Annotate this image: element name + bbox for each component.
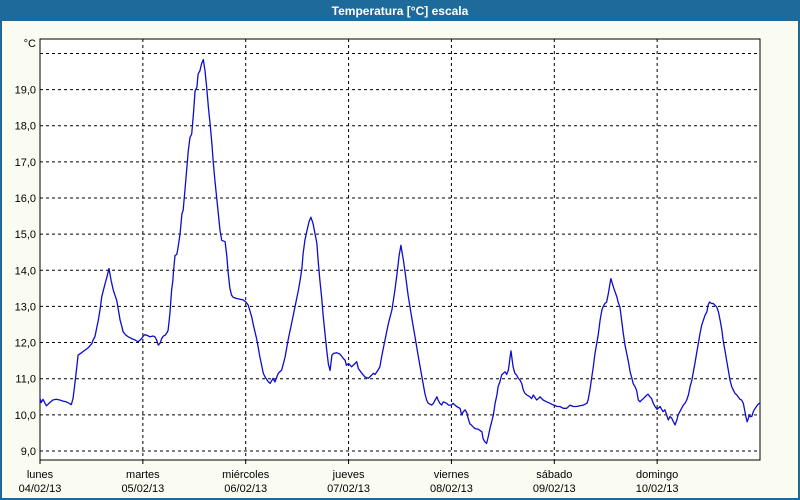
y-axis-label-15: 15,0 [15, 229, 36, 241]
title-bar: Temperatura [°C] escala [0, 0, 800, 21]
y-axis-label-11: 11,0 [15, 374, 36, 386]
x-axis-day-label-domingo: domingo [636, 469, 678, 481]
x-axis-date-label-jueves: 07/02/13 [327, 483, 370, 495]
x-axis-day-label-viernes: viernes [434, 469, 470, 481]
x-axis-day-label-sábado: sábado [536, 469, 572, 481]
x-axis-day-label-lunes: lunes [27, 469, 54, 481]
x-axis-day-label-martes: martes [126, 469, 160, 481]
y-axis-label-9: 9,0 [21, 446, 36, 458]
x-axis-day-label-miércoles: miércoles [222, 469, 270, 481]
x-axis-date-label-lunes: 04/02/13 [19, 483, 62, 495]
x-axis-date-label-domingo: 10/02/13 [636, 483, 679, 495]
temperature-chart: °C 19,0 18,0 17,0 16,0 15,0 14,0 13,0 12,0 11,0 10… [15, 38, 761, 495]
x-axis-date-label-viernes: 08/02/13 [430, 483, 473, 495]
y-axis-label-14: 14,0 [15, 265, 36, 277]
y-axis-label-10: 10,0 [15, 410, 36, 422]
x-axis-date-label-martes: 05/02/13 [121, 483, 164, 495]
unit-label: °C [24, 38, 36, 50]
y-axis-label-13: 13,0 [15, 301, 36, 313]
window-title: Temperatura [°C] escala [331, 3, 469, 18]
y-axis-label-18: 18,0 [15, 121, 36, 133]
chart-content: °C 19,0 18,0 17,0 16,0 15,0 14,0 13,0 12,0 11,0 10… [2, 21, 798, 498]
y-axis-label-12: 12,0 [15, 338, 36, 350]
x-axis-date-label-sábado: 09/02/13 [533, 483, 576, 495]
x-axis-date-label-miércoles: 06/02/13 [224, 483, 267, 495]
y-axis-label-19: 19,0 [15, 85, 36, 97]
y-axis-label-16: 16,0 [15, 193, 36, 205]
temperature-line [39, 58, 761, 445]
y-axis-label-17: 17,0 [15, 157, 36, 169]
x-axis-day-label-jueves: jueves [332, 469, 365, 481]
